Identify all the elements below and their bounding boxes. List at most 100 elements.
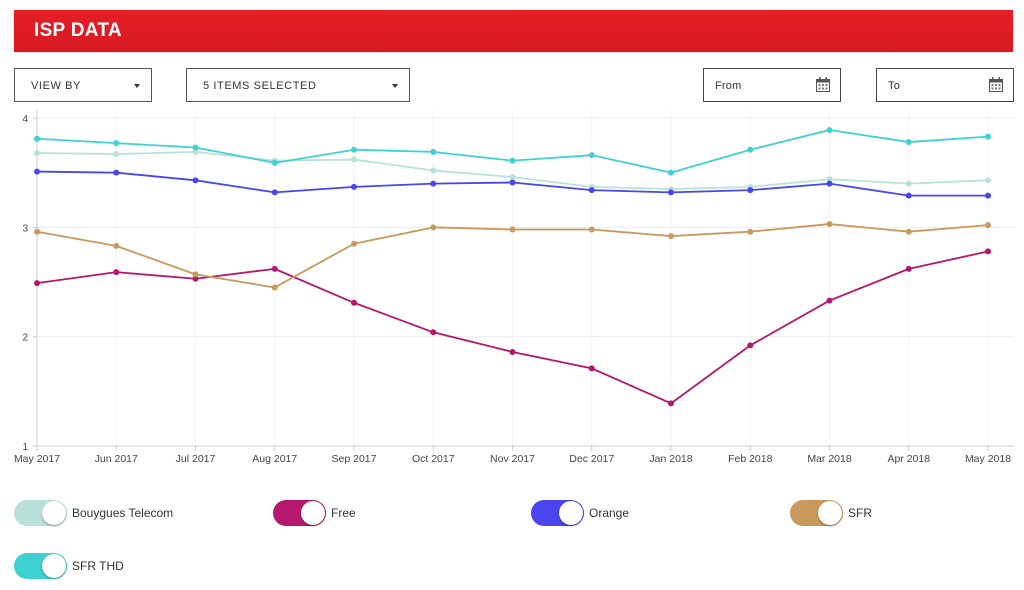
data-point-sfr-thd[interactable] (985, 133, 991, 140)
y-tick-label: 3 (22, 223, 28, 234)
data-point-sfr[interactable] (588, 226, 595, 233)
items-selected-dropdown[interactable]: 5 ITEMS SELECTED (186, 68, 410, 102)
data-point-bouygues-telecom[interactable] (34, 149, 40, 156)
data-point-free[interactable] (430, 329, 437, 336)
data-point-free[interactable] (747, 342, 754, 349)
data-point-sfr[interactable] (271, 284, 278, 291)
x-tick-label: Sep 2017 (332, 453, 377, 465)
chart-series (34, 127, 991, 407)
data-point-free[interactable] (826, 297, 833, 304)
data-point-sfr[interactable] (509, 226, 516, 233)
data-point-sfr[interactable] (430, 224, 437, 231)
data-point-sfr-thd[interactable] (113, 140, 120, 147)
data-point-bouygues-telecom[interactable] (509, 174, 516, 181)
data-point-sfr-thd[interactable] (826, 127, 833, 134)
legend-toggle-free[interactable] (273, 500, 326, 526)
y-tick-label: 1 (22, 442, 28, 453)
data-point-free[interactable] (113, 269, 120, 276)
data-point-bouygues-telecom[interactable] (430, 167, 437, 174)
data-point-sfr-thd[interactable] (34, 135, 40, 142)
x-tick-label: Jan 2018 (649, 453, 692, 465)
data-point-free[interactable] (509, 348, 516, 355)
from-date-placeholder: From (715, 80, 742, 92)
page-title: ISP DATA (34, 20, 122, 41)
data-point-sfr-thd[interactable] (747, 146, 754, 153)
calendar-icon[interactable] (989, 77, 1003, 92)
data-point-sfr-thd[interactable] (509, 157, 516, 164)
data-point-orange[interactable] (905, 192, 912, 199)
x-tick-label: Apr 2018 (887, 453, 930, 465)
to-date-input[interactable]: To (876, 68, 1014, 102)
data-point-free[interactable] (192, 275, 199, 282)
x-tick-label: Nov 2017 (490, 453, 535, 465)
x-tick-label: Feb 2018 (728, 453, 773, 465)
data-point-sfr[interactable] (113, 242, 120, 249)
data-point-sfr-thd[interactable] (351, 146, 357, 153)
data-point-free[interactable] (34, 280, 40, 287)
data-point-orange[interactable] (747, 187, 754, 194)
toggle-knob (42, 501, 66, 525)
data-point-bouygues-telecom[interactable] (985, 177, 991, 184)
legend-toggle-orange[interactable] (531, 500, 584, 526)
data-point-orange[interactable] (985, 192, 991, 199)
data-point-sfr-thd[interactable] (430, 148, 437, 155)
data-point-orange[interactable] (192, 177, 199, 184)
view-by-label: VIEW BY (31, 80, 82, 92)
data-point-free[interactable] (905, 265, 912, 272)
data-point-free[interactable] (588, 365, 595, 372)
data-point-orange[interactable] (34, 168, 40, 175)
data-point-sfr-thd[interactable] (192, 144, 199, 151)
data-point-bouygues-telecom[interactable] (351, 156, 357, 163)
data-point-sfr-thd[interactable] (588, 152, 595, 159)
data-point-orange[interactable] (826, 180, 833, 187)
data-point-orange[interactable] (113, 169, 120, 176)
items-selected-label: 5 ITEMS SELECTED (203, 80, 317, 92)
x-tick-label: Jul 2017 (176, 453, 216, 465)
data-point-bouygues-telecom[interactable] (905, 180, 912, 187)
y-tick-label: 4 (22, 114, 28, 125)
caret-down-icon (392, 84, 398, 88)
data-point-sfr[interactable] (747, 228, 754, 235)
caret-down-icon (134, 84, 140, 88)
data-point-orange[interactable] (430, 180, 437, 187)
x-tick-label: Mar 2018 (807, 453, 852, 465)
data-point-orange[interactable] (351, 183, 357, 190)
data-point-free[interactable] (985, 248, 991, 255)
data-point-sfr-thd[interactable] (668, 169, 674, 176)
data-point-orange[interactable] (271, 189, 278, 196)
legend-label: Free (331, 506, 356, 520)
legend-label: Bouygues Telecom (72, 506, 174, 520)
chart-axes: 1 2 3 4 May 2017 Jun 2017 Jul 2017 Aug 2017 Sep … (14, 110, 1014, 465)
data-point-sfr[interactable] (34, 228, 40, 235)
data-point-sfr[interactable] (668, 233, 674, 240)
x-tick-label: Dec 2017 (569, 453, 614, 465)
data-point-free[interactable] (271, 265, 278, 272)
legend-label: SFR (848, 506, 872, 520)
toggle-knob (559, 501, 583, 525)
data-point-sfr[interactable] (192, 271, 199, 278)
x-tick-label: May 2017 (14, 453, 60, 465)
legend-toggle-bouygues-telecom[interactable] (14, 500, 67, 526)
data-point-free[interactable] (351, 299, 357, 306)
from-date-input[interactable]: From (703, 68, 841, 102)
data-point-sfr-thd[interactable] (271, 159, 278, 166)
data-point-bouygues-telecom[interactable] (113, 151, 120, 158)
data-point-sfr[interactable] (905, 228, 912, 235)
calendar-icon[interactable] (816, 77, 830, 92)
data-point-sfr[interactable] (826, 221, 833, 228)
data-point-sfr[interactable] (985, 222, 991, 229)
view-by-dropdown[interactable]: VIEW BY (14, 68, 152, 102)
legend-toggle-sfr[interactable] (790, 500, 843, 526)
data-point-free[interactable] (668, 400, 674, 407)
legend-toggle-sfr-thd[interactable] (14, 553, 67, 579)
data-point-bouygues-telecom[interactable] (826, 176, 833, 183)
data-point-orange[interactable] (509, 179, 516, 186)
data-point-sfr-thd[interactable] (905, 139, 912, 146)
y-tick-label: 2 (22, 333, 28, 344)
data-point-orange[interactable] (588, 187, 595, 194)
data-point-orange[interactable] (668, 189, 674, 196)
toggle-knob (818, 501, 842, 525)
app-header: ISP DATA (14, 10, 1013, 52)
data-point-bouygues-telecom[interactable] (192, 148, 199, 155)
data-point-sfr[interactable] (351, 240, 357, 247)
